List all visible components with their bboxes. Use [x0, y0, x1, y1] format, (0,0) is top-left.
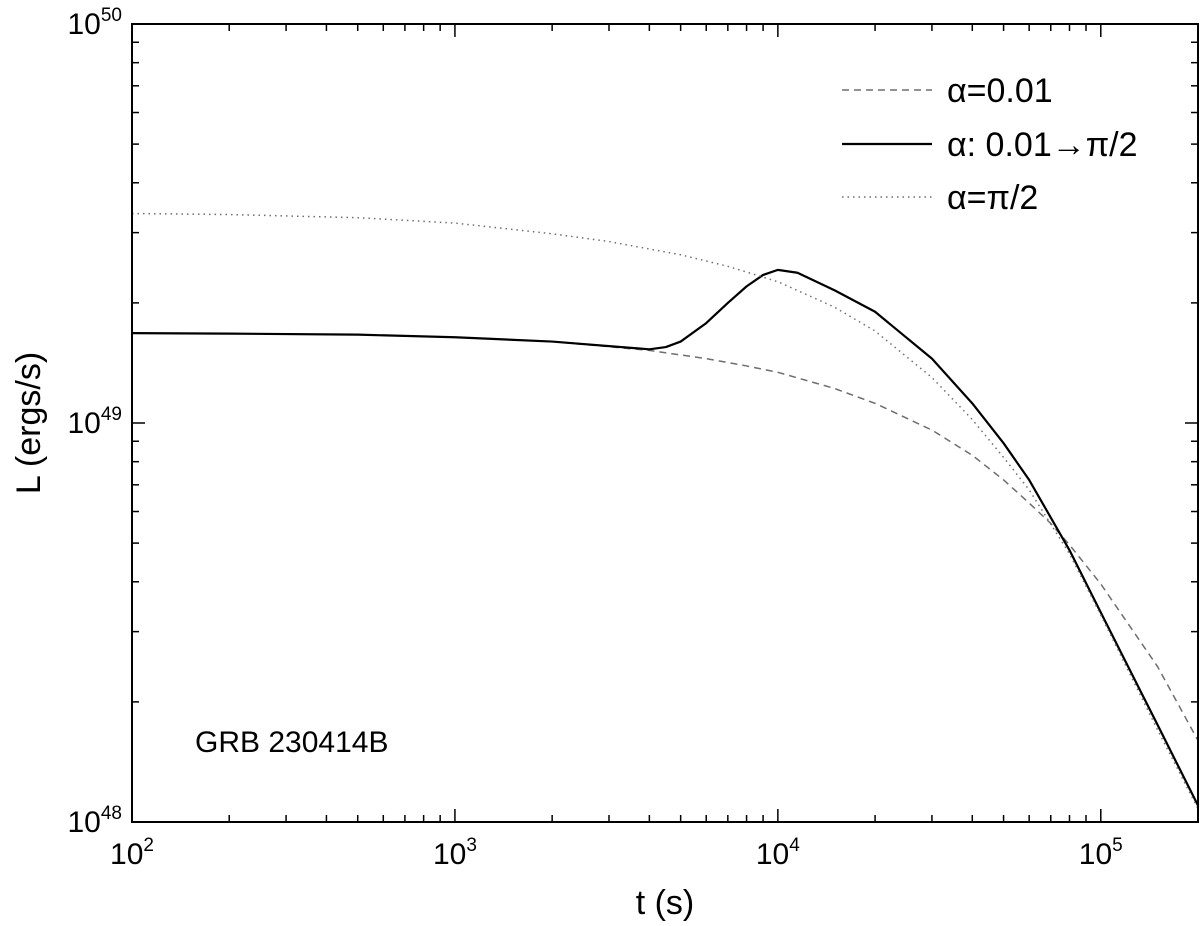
legend-label-series-3: α=π/2	[947, 179, 1038, 217]
legend: α=0.01 α: 0.01→π/2 α=π/2	[842, 72, 1138, 217]
y-tick-label-exponent: 49	[101, 404, 122, 425]
y-tick-label: 1048	[67, 803, 122, 839]
series-line-2	[132, 268, 1198, 806]
x-tick-label-base: 10	[756, 838, 789, 871]
x-tick-label-exponent: 3	[466, 835, 477, 856]
y-tick-label-exponent: 48	[101, 803, 122, 824]
legend-label-series-1: α=0.01	[947, 72, 1053, 110]
grb-annotation: GRB 230414B	[195, 726, 388, 759]
plot-area	[132, 212, 1198, 810]
x-tick-label-exponent: 2	[143, 835, 154, 856]
y-axis-label: L (ergs/s)	[10, 352, 48, 494]
x-tick-label-exponent: 4	[789, 835, 800, 856]
y-tick-label-base: 10	[67, 8, 100, 41]
x-axis-label: t (s)	[636, 884, 695, 922]
series-line-3	[132, 212, 1198, 810]
y-tick-label-base: 10	[67, 407, 100, 440]
y-tick-label-exponent: 50	[101, 5, 122, 26]
y-tick-label-base: 10	[67, 806, 100, 839]
x-tick-label: 104	[756, 835, 800, 871]
x-tick-label: 105	[1079, 835, 1123, 871]
y-tick-label: 1049	[67, 404, 122, 440]
x-tick-label-base: 10	[110, 838, 143, 871]
x-tick-label-exponent: 5	[1112, 835, 1123, 856]
x-tick-label-base: 10	[433, 838, 466, 871]
y-tick-label: 1050	[67, 5, 122, 41]
series-line-1	[132, 332, 1198, 741]
x-tick-label: 103	[433, 835, 477, 871]
legend-label-series-2: α: 0.01→π/2	[947, 126, 1138, 164]
axis-ticks	[131, 23, 1199, 823]
x-tick-label: 102	[110, 835, 154, 871]
x-tick-label-base: 10	[1079, 838, 1112, 871]
